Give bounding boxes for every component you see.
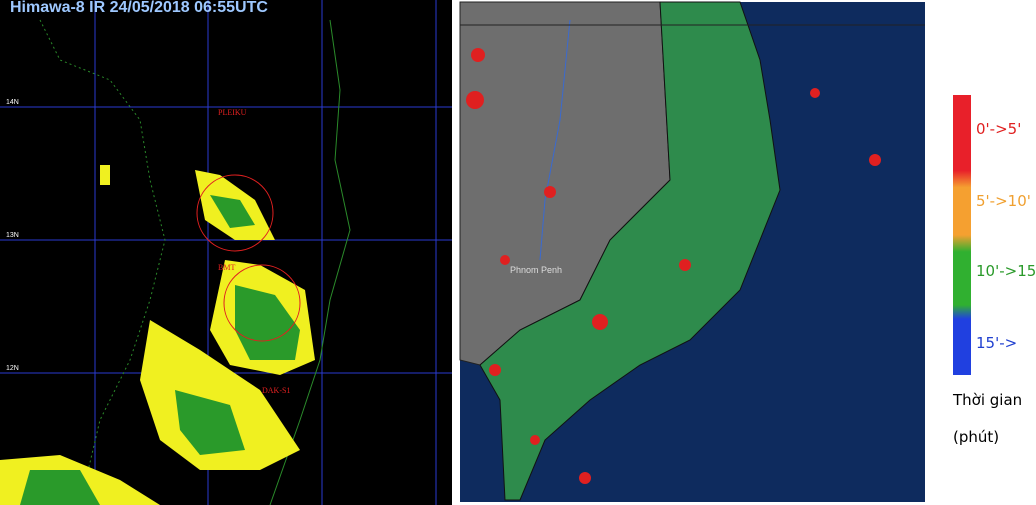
lat-label: 12N bbox=[6, 365, 19, 372]
place-label: DAK-S1 bbox=[262, 386, 290, 395]
color-bar bbox=[953, 95, 971, 375]
legend-caption: (phút) bbox=[953, 428, 999, 446]
place-label: Phnom Penh bbox=[510, 265, 562, 275]
legend: 0'->5' 5'->10' 10'->15' 15'-> Thời gian … bbox=[952, 95, 1036, 446]
legend-caption: Thời gian bbox=[952, 391, 1022, 409]
panel-title: Himawa-8 IR 24/05/2018 06:55UTC bbox=[10, 0, 268, 16]
lightning-map: Phnom Penh bbox=[459, 1, 925, 502]
legend-label: 5'->10' bbox=[976, 192, 1031, 210]
place-label: BMT bbox=[218, 263, 235, 272]
legend-label: 10'->15' bbox=[976, 262, 1036, 280]
lat-label: 14N bbox=[6, 99, 19, 106]
lat-label: 13N bbox=[6, 232, 19, 239]
place-label: PLEIKU bbox=[218, 108, 247, 117]
satellite-panel: Himawa-8 IR 24/05/2018 06:55UTC 14N 13N … bbox=[0, 0, 452, 505]
legend-label: 15'-> bbox=[976, 334, 1017, 352]
legend-label: 0'->5' bbox=[976, 120, 1021, 138]
